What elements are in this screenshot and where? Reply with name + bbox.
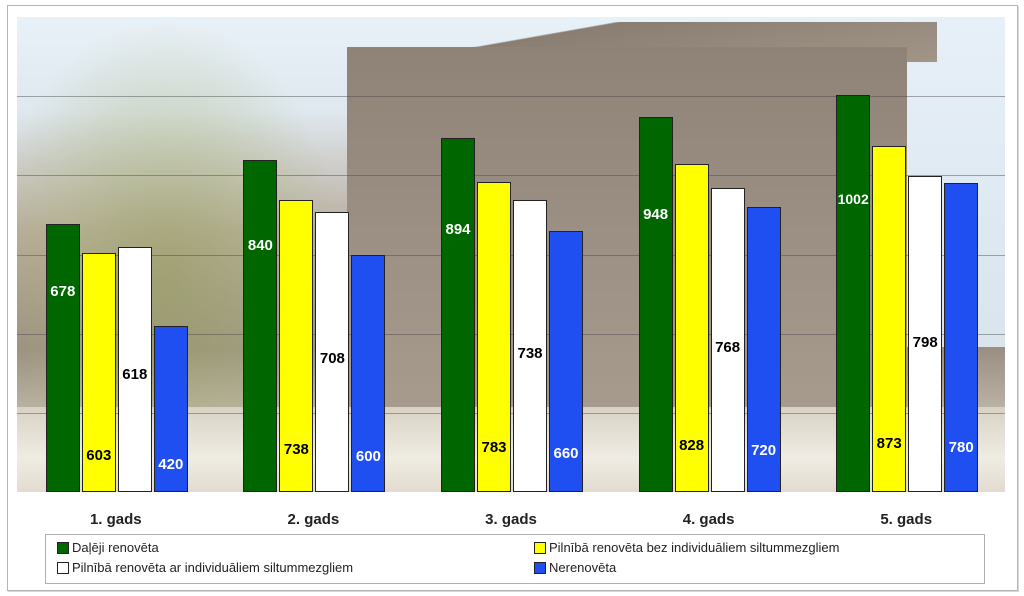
bar-value-label: 873 <box>876 434 902 452</box>
legend-swatch-yellow <box>534 541 546 554</box>
gridline <box>17 412 1005 414</box>
bar: 708 <box>315 211 350 492</box>
bar-value-label: 780 <box>948 438 974 456</box>
bar: 828 <box>674 164 709 492</box>
gridline <box>17 96 1005 98</box>
x-axis-category-label: 3. gads <box>485 511 537 528</box>
legend-swatch-green <box>57 541 69 554</box>
bar-value-label: 894 <box>445 221 471 239</box>
bar-value-label: 948 <box>643 205 669 223</box>
x-axis-category-label: 5. gads <box>880 511 933 528</box>
bar: 603 <box>81 253 116 492</box>
bar-value-label: 708 <box>319 349 345 367</box>
bar-value-label: 678 <box>50 282 76 300</box>
gridline <box>17 333 1005 335</box>
bar-value-label: 738 <box>283 440 309 458</box>
bar: 738 <box>279 199 314 492</box>
plot-area: 678 603 618 420 840 738 708 600 894 783 738 660 948 8… <box>17 17 1005 492</box>
bar: 840 <box>243 159 278 492</box>
bar-value-label: 660 <box>553 444 579 462</box>
legend-label: Pilnībā renovēta ar individuāliem siltum… <box>72 560 354 575</box>
bar: 738 <box>513 199 547 492</box>
legend-item-partially-renovated: Daļēji renovēta <box>57 540 159 555</box>
x-axis-category-label: 1. gads <box>89 511 142 528</box>
legend-item-fully-renovated-with: Pilnībā renovēta ar individuāliem siltum… <box>57 560 353 575</box>
bar: 678 <box>45 223 80 492</box>
legend-label: Nerenovēta <box>549 560 617 575</box>
bar-value-label: 783 <box>481 438 507 456</box>
bar: 873 <box>872 146 907 492</box>
bar-value-label: 420 <box>158 456 184 474</box>
bar: 600 <box>351 254 386 492</box>
bar: 783 <box>477 182 511 492</box>
bar-value-label: 840 <box>247 236 273 254</box>
bar-value-label: 798 <box>912 333 938 351</box>
bar: 420 <box>153 325 188 492</box>
bar: 660 <box>549 230 583 492</box>
bar: 948 <box>638 116 673 492</box>
bar: 780 <box>944 183 979 492</box>
bar-value-label: 828 <box>679 436 705 454</box>
gridline <box>17 254 1005 256</box>
bar: 894 <box>441 138 475 492</box>
bar: 768 <box>710 188 745 492</box>
legend-swatch-blue <box>534 561 546 574</box>
legend-item-fully-renovated-without: Pilnībā renovēta bez individuāliem siltu… <box>534 540 839 555</box>
legend-swatch-white <box>57 561 69 574</box>
bar: 1002 <box>836 95 871 492</box>
bar: 798 <box>908 176 943 492</box>
x-axis-category-label: 4. gads <box>682 511 735 528</box>
gridline <box>17 175 1005 177</box>
bar-value-label: 1002 <box>837 191 869 208</box>
bar-value-label: 618 <box>122 365 148 383</box>
legend: Daļēji renovēta Pilnībā renovēta bez ind… <box>45 534 985 584</box>
legend-label: Pilnībā renovēta bez individuāliem siltu… <box>549 540 840 555</box>
bar-value-label: 720 <box>751 441 777 459</box>
bar-value-label: 768 <box>715 339 741 357</box>
legend-item-not-renovated: Nerenovēta <box>534 560 616 575</box>
bar: 618 <box>117 247 152 492</box>
bar: 720 <box>746 207 781 492</box>
x-axis-category-label: 2. gads <box>287 511 340 528</box>
bar-value-label: 738 <box>517 344 543 362</box>
bar-value-label: 600 <box>355 447 381 465</box>
legend-label: Daļēji renovēta <box>72 540 159 555</box>
bar-value-label: 603 <box>86 447 112 465</box>
background-photo-building <box>347 47 907 427</box>
